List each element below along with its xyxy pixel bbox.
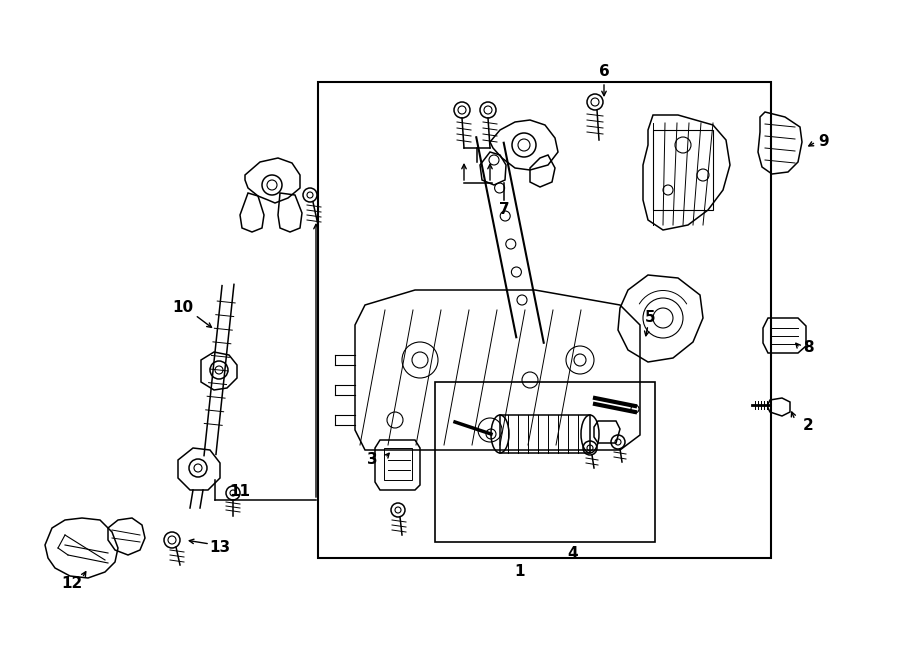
Text: 8: 8 xyxy=(803,340,814,356)
Bar xyxy=(318,82,771,558)
Text: 3: 3 xyxy=(367,453,378,467)
Text: 9: 9 xyxy=(819,134,829,149)
Text: 11: 11 xyxy=(230,485,250,500)
Text: 6: 6 xyxy=(598,65,609,79)
Text: 2: 2 xyxy=(803,418,814,432)
Text: 1: 1 xyxy=(515,564,526,580)
Text: 4: 4 xyxy=(568,545,579,561)
Text: 12: 12 xyxy=(61,576,83,590)
Bar xyxy=(500,415,590,453)
Text: 5: 5 xyxy=(644,311,655,325)
Bar xyxy=(653,130,713,210)
Bar xyxy=(384,448,412,480)
Text: 10: 10 xyxy=(173,301,194,315)
Bar xyxy=(435,382,655,542)
Text: 13: 13 xyxy=(210,541,230,555)
Text: 7: 7 xyxy=(499,202,509,217)
